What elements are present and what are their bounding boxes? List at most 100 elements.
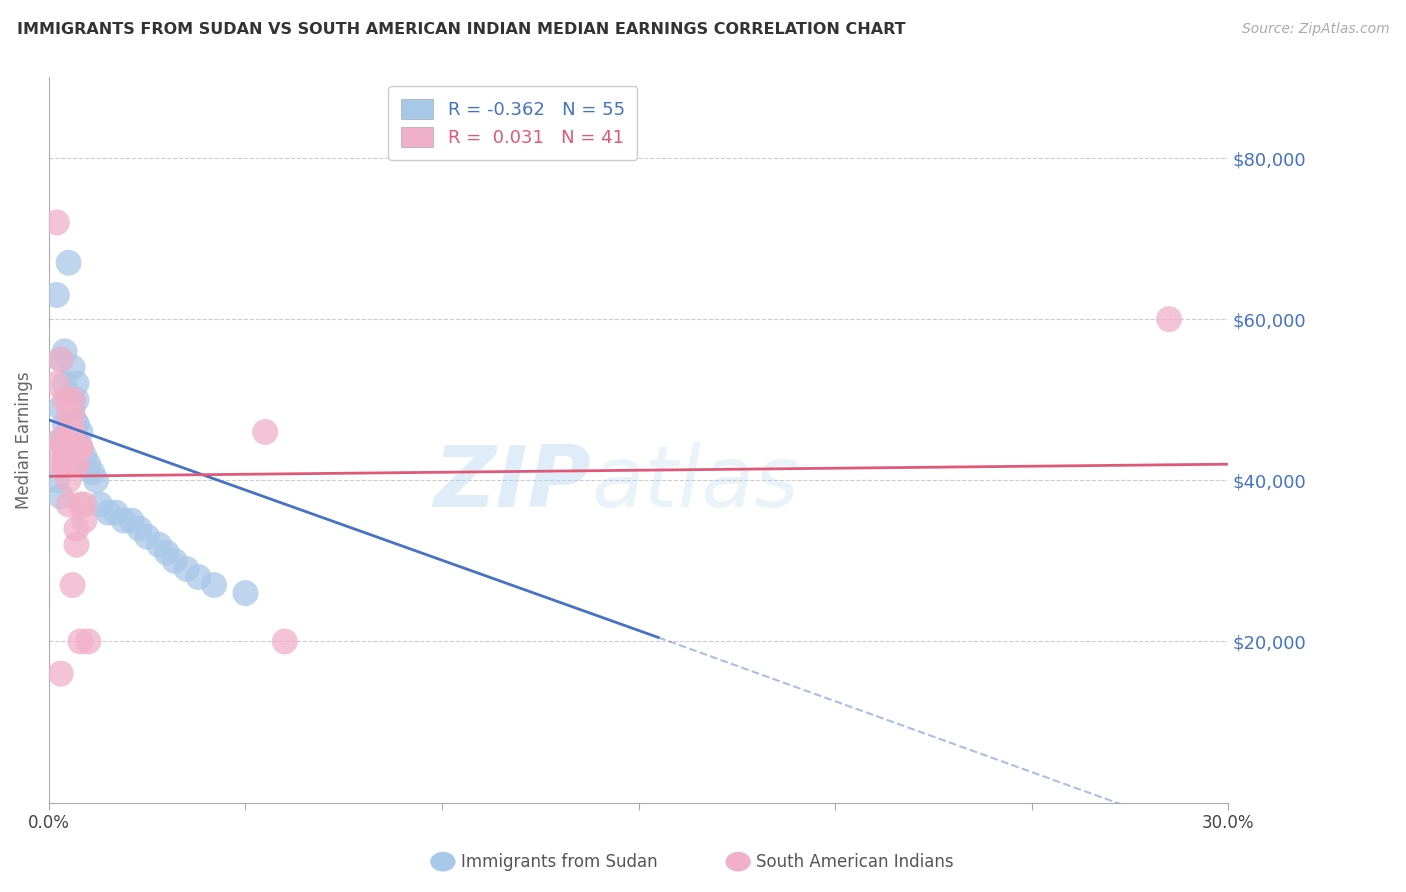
Point <box>69 425 91 439</box>
Point <box>49 457 72 471</box>
Point <box>49 433 72 447</box>
Point <box>49 433 72 447</box>
Point <box>65 457 87 471</box>
Point <box>62 409 84 423</box>
Point <box>136 530 159 544</box>
Point <box>62 433 84 447</box>
Point <box>62 360 84 375</box>
Text: Immigrants from Sudan: Immigrants from Sudan <box>461 853 658 871</box>
Point <box>49 666 72 681</box>
Point <box>53 441 76 455</box>
Point <box>73 449 96 463</box>
Point <box>45 215 67 229</box>
Point <box>254 425 277 439</box>
Legend: R = -0.362   N = 55, R =  0.031   N = 41: R = -0.362 N = 55, R = 0.031 N = 41 <box>388 87 637 160</box>
Point <box>69 441 91 455</box>
Point <box>53 457 76 471</box>
Point <box>58 425 80 439</box>
Point <box>84 473 107 487</box>
Point <box>58 449 80 463</box>
Point <box>176 562 198 576</box>
Point <box>62 425 84 439</box>
Point <box>62 392 84 407</box>
Point <box>58 425 80 439</box>
Point <box>49 441 72 455</box>
Point <box>156 546 179 560</box>
Point <box>121 514 143 528</box>
Point <box>112 514 135 528</box>
Point <box>1157 312 1180 326</box>
Point <box>58 425 80 439</box>
Text: ZIP: ZIP <box>433 442 592 525</box>
Point <box>58 409 80 423</box>
Point <box>97 506 120 520</box>
Point <box>65 376 87 391</box>
Point <box>53 376 76 391</box>
Point <box>65 392 87 407</box>
Text: South American Indians: South American Indians <box>756 853 955 871</box>
Point <box>58 256 80 270</box>
Text: IMMIGRANTS FROM SUDAN VS SOUTH AMERICAN INDIAN MEDIAN EARNINGS CORRELATION CHART: IMMIGRANTS FROM SUDAN VS SOUTH AMERICAN … <box>17 22 905 37</box>
Point <box>53 457 76 471</box>
Point <box>69 498 91 512</box>
Point <box>45 288 67 302</box>
Point <box>77 457 100 471</box>
Point <box>65 522 87 536</box>
Point <box>49 401 72 415</box>
Point <box>58 449 80 463</box>
Point <box>163 554 186 568</box>
Point <box>65 441 87 455</box>
Point <box>69 441 91 455</box>
Point <box>58 425 80 439</box>
Point <box>45 376 67 391</box>
Point <box>58 498 80 512</box>
Point <box>65 538 87 552</box>
Point <box>62 441 84 455</box>
Point <box>58 392 80 407</box>
Point <box>49 352 72 367</box>
Point <box>58 473 80 487</box>
Point <box>62 409 84 423</box>
Point <box>53 457 76 471</box>
Point <box>187 570 209 584</box>
Point <box>69 441 91 455</box>
Point <box>77 634 100 648</box>
Point <box>73 498 96 512</box>
Point <box>53 441 76 455</box>
Point <box>53 433 76 447</box>
Point <box>58 409 80 423</box>
Point <box>73 514 96 528</box>
Point <box>65 417 87 431</box>
Point <box>274 634 297 648</box>
Point <box>62 441 84 455</box>
Point <box>128 522 150 536</box>
Point <box>53 344 76 359</box>
Point <box>53 417 76 431</box>
Point <box>62 425 84 439</box>
Point <box>62 409 84 423</box>
Point <box>65 449 87 463</box>
Text: Source: ZipAtlas.com: Source: ZipAtlas.com <box>1241 22 1389 37</box>
Point <box>49 352 72 367</box>
Point <box>65 433 87 447</box>
Point <box>69 634 91 648</box>
Point <box>69 441 91 455</box>
Point <box>62 441 84 455</box>
Point <box>235 586 257 600</box>
Y-axis label: Median Earnings: Median Earnings <box>15 371 32 508</box>
Point <box>62 578 84 592</box>
Point <box>62 392 84 407</box>
Text: atlas: atlas <box>592 442 800 525</box>
Point <box>58 433 80 447</box>
Point <box>53 457 76 471</box>
Point <box>148 538 170 552</box>
Point <box>49 490 72 504</box>
Point <box>69 441 91 455</box>
Point <box>45 473 67 487</box>
Point <box>58 425 80 439</box>
Point <box>65 457 87 471</box>
Point <box>62 401 84 415</box>
Point <box>53 392 76 407</box>
Point <box>89 498 111 512</box>
Point <box>58 392 80 407</box>
